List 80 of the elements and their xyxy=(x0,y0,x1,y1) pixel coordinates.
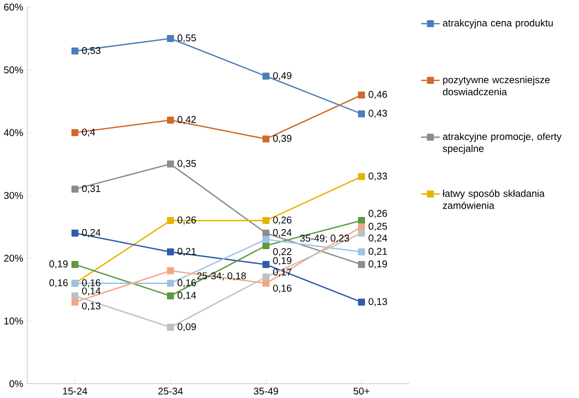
point xyxy=(71,129,78,136)
y-tick-label: 30% xyxy=(4,192,23,199)
data-label: 0,42 xyxy=(178,116,196,124)
point xyxy=(71,186,78,193)
data-label: 0,39 xyxy=(273,134,292,143)
data-label: 0,35 xyxy=(178,160,196,168)
point xyxy=(358,230,365,236)
data-label: 0,09 xyxy=(178,323,196,332)
x-tick-label: 25-34 xyxy=(158,388,183,394)
data-label: 0,19 xyxy=(273,257,292,266)
y-tick-label: 0% xyxy=(9,380,23,388)
point xyxy=(262,230,270,236)
data-label: 0,26 xyxy=(273,216,292,224)
point xyxy=(358,91,365,98)
point xyxy=(71,292,78,300)
data-label: 0,21 xyxy=(368,248,387,256)
data-label: 0,22 xyxy=(273,248,292,256)
point xyxy=(358,216,365,224)
point xyxy=(262,273,270,280)
annotation: 25-34; 0,18 xyxy=(197,272,246,280)
data-label: 0,53 xyxy=(82,46,100,56)
data-label: 0,49 xyxy=(273,72,292,80)
point xyxy=(166,160,174,168)
point xyxy=(262,280,270,287)
point xyxy=(166,292,174,300)
y-tick-label: 10% xyxy=(4,317,23,324)
point xyxy=(166,34,174,42)
data-label: 0,24 xyxy=(82,228,101,238)
point xyxy=(71,47,78,54)
legend-label: pozytywne wczesniejsze doswiadczenia xyxy=(442,76,550,96)
legend-label: atrakcyjne promocje, oferty specjalne xyxy=(442,132,562,154)
point xyxy=(262,236,270,243)
point xyxy=(166,280,174,287)
point xyxy=(166,324,174,331)
y-tick-label: 60% xyxy=(4,4,23,10)
point xyxy=(166,116,174,124)
point xyxy=(358,173,365,180)
point xyxy=(262,135,270,142)
point xyxy=(166,216,174,224)
data-label: 0,19 xyxy=(368,260,387,268)
point xyxy=(262,242,270,250)
data-label: 0,43 xyxy=(368,110,387,118)
point xyxy=(262,216,270,224)
data-label: 0,16 xyxy=(49,279,68,288)
data-label: 0,16 xyxy=(273,284,292,293)
point xyxy=(358,298,365,306)
y-tick-label: 50% xyxy=(4,66,23,74)
data-label: 0,24 xyxy=(368,234,388,243)
x-tick-label: 35-49 xyxy=(254,388,278,394)
data-label: 0,33 xyxy=(368,172,387,181)
point xyxy=(71,230,78,236)
data-label: 0,19 xyxy=(49,260,68,268)
data-label: 0,55 xyxy=(178,34,196,42)
data-label: 0,46 xyxy=(368,90,387,99)
point xyxy=(262,72,270,80)
point xyxy=(262,260,270,268)
data-label: 0,14 xyxy=(82,287,101,296)
point xyxy=(358,260,365,268)
x-tick-label: 50+ xyxy=(354,388,370,394)
data-label: 0,13 xyxy=(82,302,100,310)
point xyxy=(358,110,365,118)
point xyxy=(71,298,78,306)
data-label: 0,31 xyxy=(82,184,100,194)
y-tick-label: 20% xyxy=(4,254,23,262)
data-label: 0,16 xyxy=(178,279,196,288)
data-label: 0,26 xyxy=(368,210,387,218)
point xyxy=(358,248,365,256)
data-label: 0,24 xyxy=(273,228,292,238)
legend-label: atrakcyjna cena produktu xyxy=(442,19,553,28)
y-tick-label: 40% xyxy=(4,129,23,136)
data-label: 0,13 xyxy=(368,298,387,306)
annotation: 35-49; 0,23 xyxy=(300,234,350,243)
point xyxy=(166,267,174,274)
point xyxy=(71,260,78,268)
point xyxy=(166,248,174,256)
legend-label: łatwy sposób składania zamówienia xyxy=(442,190,545,209)
data-label: 0,25 xyxy=(368,222,387,231)
x-tick-label: 15-24 xyxy=(63,388,88,394)
data-label: 0,14 xyxy=(178,292,196,300)
data-label: 0,16 xyxy=(82,279,100,288)
